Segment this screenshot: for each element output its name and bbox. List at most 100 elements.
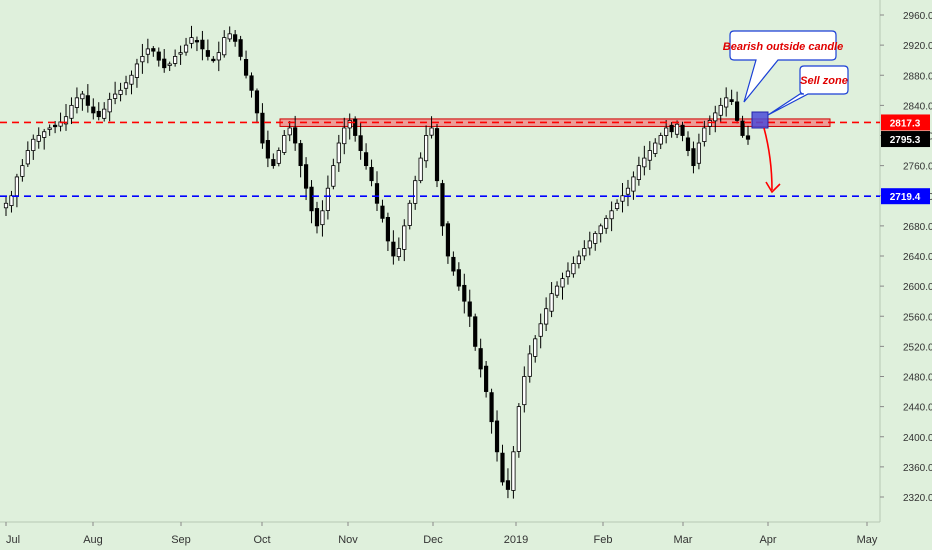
bearish-candle	[505, 480, 511, 490]
bullish-candle	[549, 293, 554, 312]
bearish-candle	[434, 128, 440, 182]
bearish-candle	[745, 135, 751, 140]
bearish-candle	[494, 420, 500, 453]
bearish-candle	[484, 365, 489, 392]
projection-arrow-head	[765, 181, 781, 194]
sell-zone-marker	[751, 111, 769, 129]
price-label-box	[881, 114, 930, 131]
bullish-candle	[625, 187, 631, 195]
projection-arrow-line	[763, 127, 773, 191]
x-tick-label: 2019	[504, 534, 528, 546]
bearish-candle	[238, 39, 243, 57]
y-tick-label: 2400.0	[903, 433, 932, 444]
bullish-candle	[336, 142, 341, 164]
bullish-candle	[74, 97, 80, 108]
bullish-candle	[424, 135, 429, 162]
bullish-candle	[724, 97, 729, 108]
bearish-candle	[309, 186, 314, 212]
bullish-candle	[102, 108, 107, 119]
bearish-candle	[211, 58, 216, 62]
bearish-candle	[729, 99, 734, 103]
bullish-candle	[140, 56, 145, 63]
bullish-candle	[571, 263, 576, 275]
y-tick-label: 2640.0	[903, 252, 932, 263]
bullish-candle	[647, 150, 652, 161]
reference-lines: 2817.3 2719.4 2795.3	[0, 114, 930, 205]
annotation-bearish-outside-candle: Bearish outside candle	[723, 41, 843, 53]
bullish-candle	[576, 255, 581, 265]
bullish-candle	[620, 195, 625, 202]
bearish-candle	[358, 135, 363, 151]
y-tick-label: 2680.0	[903, 222, 932, 233]
bullish-candle	[538, 323, 543, 337]
bullish-candle	[418, 157, 423, 182]
bullish-candle	[25, 150, 30, 165]
last-price-box	[881, 131, 930, 148]
y-tick-label: 2600.0	[903, 282, 932, 293]
bullish-candle	[173, 56, 178, 64]
bullish-candle	[325, 187, 330, 211]
bullish-candle	[674, 123, 680, 135]
bullish-candle	[636, 165, 641, 180]
bullish-candle	[598, 225, 603, 235]
bullish-candle	[20, 165, 25, 177]
bearish-candle	[369, 167, 374, 182]
bearish-candle	[478, 348, 483, 370]
bearish-candle	[451, 256, 456, 272]
bearish-candle	[691, 148, 696, 167]
bearish-candle	[462, 284, 467, 302]
y-tick-label: 2960.0	[903, 11, 932, 22]
bearish-candle	[440, 183, 445, 227]
x-tick-label: Feb	[594, 534, 613, 546]
x-tick-label: Dec	[423, 534, 443, 546]
bullish-candle	[560, 278, 565, 288]
bearish-candle	[298, 143, 303, 167]
bullish-candle	[113, 93, 118, 99]
bearish-candle	[374, 183, 380, 204]
bullish-candle	[527, 353, 532, 377]
bearish-candle	[162, 58, 167, 69]
bullish-candle	[276, 150, 281, 164]
x-tick-label: Oct	[253, 534, 270, 546]
bullish-candle	[544, 308, 549, 325]
price-label-text: 2719.4	[890, 192, 921, 203]
bullish-candle	[320, 210, 325, 226]
bullish-candle	[582, 248, 587, 257]
bullish-candle	[222, 37, 227, 56]
y-tick-label: 2480.0	[903, 373, 932, 384]
y-tick-label: 2560.0	[903, 312, 932, 323]
bearish-candle	[243, 59, 249, 76]
bullish-candle	[554, 285, 560, 296]
bullish-candle	[429, 127, 434, 136]
bearish-candle	[260, 112, 265, 144]
bullish-candle	[9, 195, 14, 206]
bullish-candle	[69, 104, 74, 119]
bullish-candle	[145, 48, 150, 55]
last-price-text: 2795.3	[890, 135, 921, 146]
y-tick-label: 2840.0	[903, 101, 932, 112]
bullish-candle	[3, 202, 9, 209]
bearish-candle	[445, 223, 451, 257]
bullish-candle	[516, 406, 521, 452]
bullish-candle	[282, 135, 287, 153]
x-tick-label: Aug	[83, 534, 103, 546]
bullish-candle	[609, 210, 614, 220]
bullish-candle	[183, 44, 189, 53]
callout-bubble-sell-zone	[767, 65, 849, 116]
bullish-candle	[167, 63, 172, 66]
bullish-candle	[80, 93, 85, 100]
annotations: Bearish outside candle Sell zone	[723, 30, 849, 194]
bearish-candle	[740, 120, 745, 136]
bullish-candle	[216, 52, 221, 61]
bearish-candle	[391, 241, 396, 257]
bearish-candle	[53, 124, 58, 128]
annotation-sell-zone: Sell zone	[800, 75, 848, 87]
bearish-candle	[271, 159, 276, 167]
bearish-candle	[680, 124, 685, 136]
bullish-candle	[227, 33, 232, 40]
bearish-candle	[314, 208, 320, 227]
bullish-candle	[664, 127, 669, 136]
x-axis: Jul Aug Sep Oct Nov Dec 2019 Feb Mar Apr May	[0, 521, 880, 546]
bullish-candle	[702, 127, 707, 142]
